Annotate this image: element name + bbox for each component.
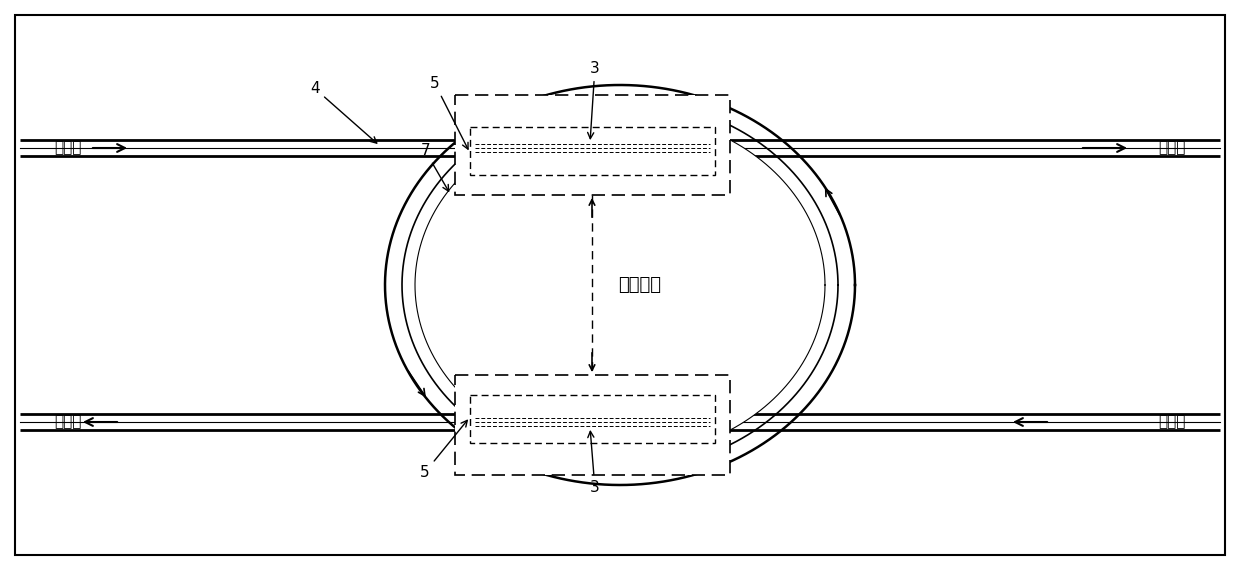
Text: 上载端: 上载端 xyxy=(1158,414,1185,430)
Text: 3: 3 xyxy=(588,61,600,139)
Bar xyxy=(470,127,715,175)
Text: 输入端: 输入端 xyxy=(55,140,82,156)
Bar xyxy=(470,395,715,443)
Text: 7: 7 xyxy=(420,143,449,192)
Bar xyxy=(455,375,730,475)
Text: 下载端: 下载端 xyxy=(55,414,82,430)
Text: 5: 5 xyxy=(430,76,467,149)
Text: 耦合区：: 耦合区： xyxy=(619,276,661,294)
Ellipse shape xyxy=(415,113,825,457)
Text: 5: 5 xyxy=(420,420,467,480)
Text: 4: 4 xyxy=(310,81,377,143)
Text: 3: 3 xyxy=(588,431,600,495)
Text: 直通端: 直通端 xyxy=(1158,140,1185,156)
Bar xyxy=(455,95,730,195)
